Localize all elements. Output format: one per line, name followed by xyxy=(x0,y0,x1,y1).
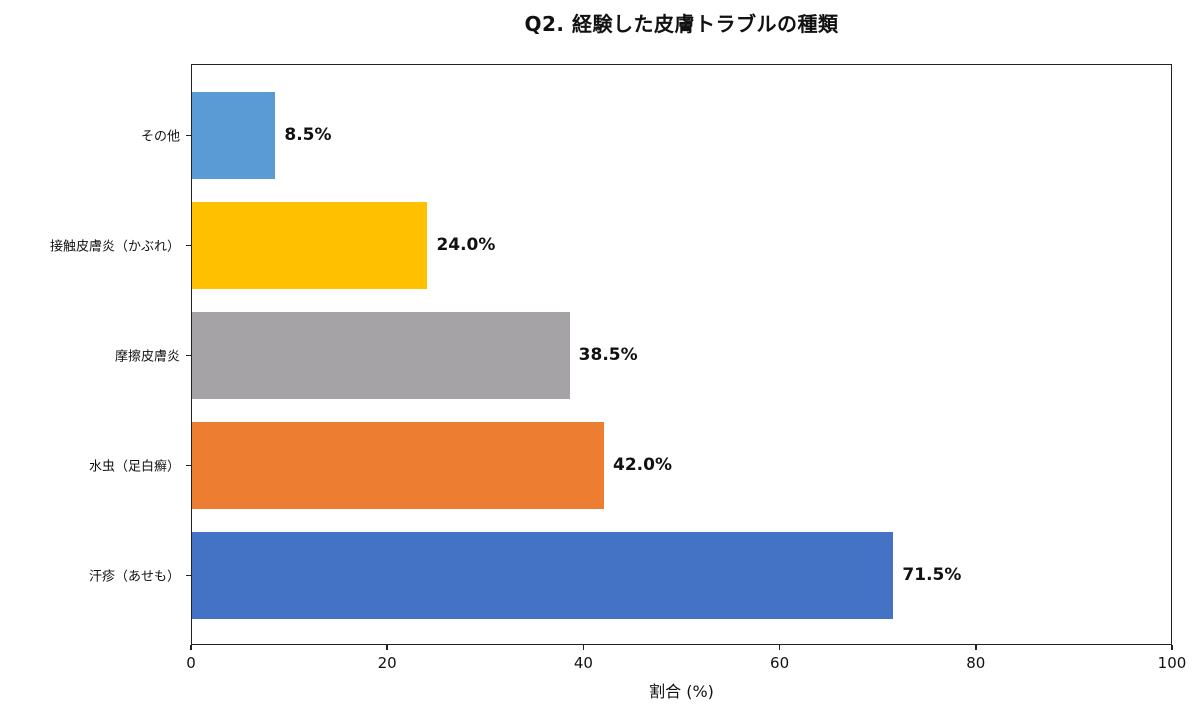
y-tick xyxy=(186,464,191,466)
x-tick-label: 100 xyxy=(1157,654,1187,672)
y-tick xyxy=(186,134,191,136)
x-tick xyxy=(582,645,585,650)
x-tick xyxy=(778,645,781,650)
y-tick-label: 接触皮膚炎（かぶれ） xyxy=(49,239,180,254)
bar xyxy=(192,422,605,509)
x-tick-label: 80 xyxy=(966,654,986,672)
x-axis-label: 割合 (%) xyxy=(649,682,714,701)
x-tick-label: 20 xyxy=(377,654,397,672)
bar xyxy=(192,92,276,179)
bar-value-label: 71.5% xyxy=(902,564,962,585)
x-tick-label: 0 xyxy=(186,654,196,672)
bar xyxy=(192,312,570,399)
bar xyxy=(192,532,894,619)
x-tick xyxy=(1171,645,1173,650)
y-tick-label: 摩擦皮膚炎 xyxy=(114,349,180,364)
bar xyxy=(192,202,428,289)
chart-title: Q2. 経験した皮膚トラブルの種類 xyxy=(524,12,839,36)
y-tick xyxy=(186,354,191,356)
bar-value-label: 38.5% xyxy=(578,344,638,365)
x-tick xyxy=(386,645,388,650)
bar-value-label: 8.5% xyxy=(284,124,332,145)
y-tick-label: 水虫（足白癬） xyxy=(88,459,180,474)
x-tick xyxy=(975,645,977,650)
bar-value-label: 24.0% xyxy=(436,234,496,255)
y-tick xyxy=(186,244,191,246)
y-tick xyxy=(186,574,191,576)
y-tick-label: 汗疹（あせも） xyxy=(88,569,180,584)
x-tick-label: 40 xyxy=(573,654,593,672)
plot-area xyxy=(191,64,1172,645)
x-tick-label: 60 xyxy=(770,654,790,672)
x-tick xyxy=(190,645,192,650)
y-tick-label: その他 xyxy=(140,129,180,144)
bar-value-label: 42.0% xyxy=(613,454,672,475)
